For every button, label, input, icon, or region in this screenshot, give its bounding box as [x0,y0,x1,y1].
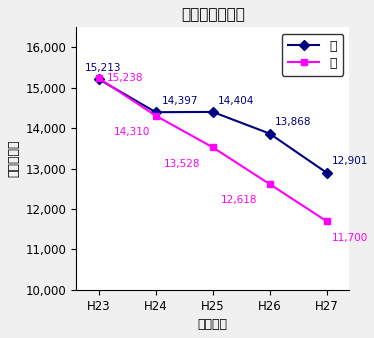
新 [154,110,158,114]
Text: 11,700: 11,700 [332,233,368,243]
旧 [324,219,329,223]
X-axis label: （年度）: （年度） [198,318,228,331]
Text: 12,618: 12,618 [221,195,257,206]
Text: 14,404: 14,404 [218,96,255,105]
Text: 14,397: 14,397 [161,96,198,106]
Text: 13,528: 13,528 [164,159,200,169]
新 [211,110,215,114]
旧 [96,76,101,80]
Line: 旧: 旧 [95,75,330,224]
旧 [267,182,272,186]
Text: 12,901: 12,901 [332,156,368,166]
Line: 新: 新 [95,76,330,176]
新 [324,171,329,175]
Title: 企業偐残高見込: 企業偐残高見込 [181,7,245,22]
Text: 13,868: 13,868 [275,117,312,127]
Legend: 新, 旧: 新, 旧 [282,33,343,76]
Text: 14,310: 14,310 [114,127,150,137]
Text: 15,213: 15,213 [85,63,122,73]
旧 [211,145,215,149]
Text: 15,238: 15,238 [107,73,144,83]
旧 [154,114,158,118]
新 [267,131,272,136]
Y-axis label: （百万円）: （百万円） [7,140,20,177]
新 [96,77,101,81]
